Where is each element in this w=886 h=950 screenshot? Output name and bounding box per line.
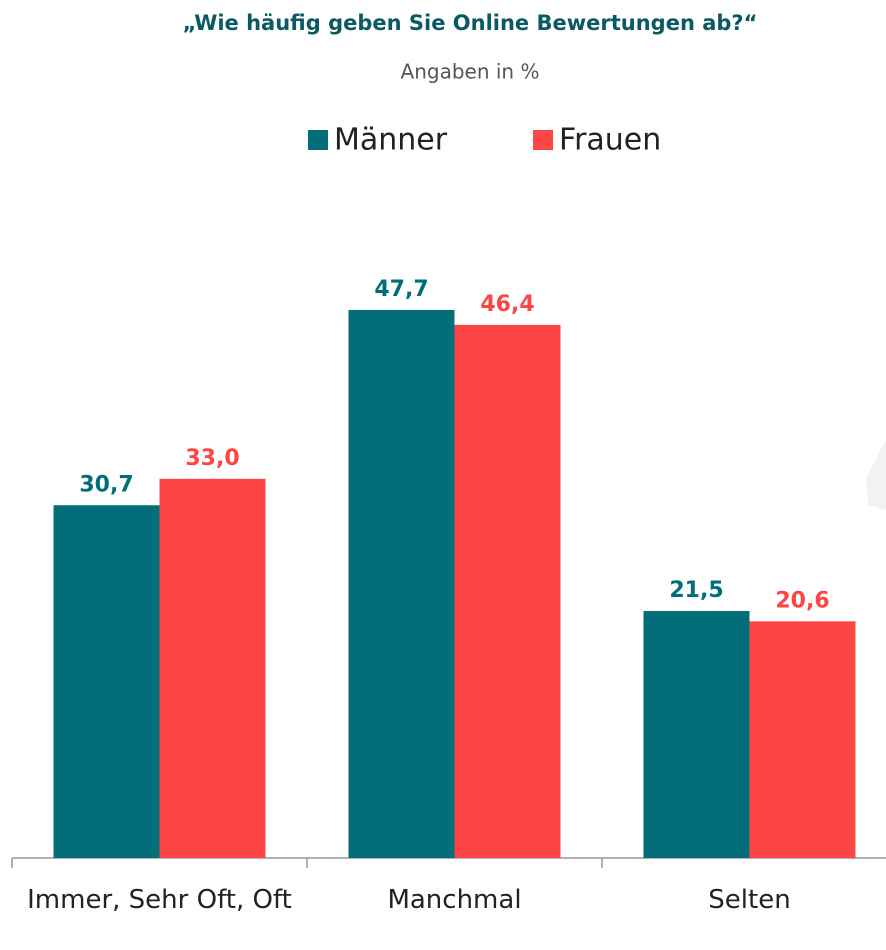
- legend-swatch: [533, 130, 553, 150]
- legend-label: Frauen: [559, 123, 661, 158]
- legend-label: Männer: [334, 123, 448, 158]
- value-label: 20,6: [775, 588, 829, 613]
- legend-swatch: [308, 130, 328, 150]
- value-label: 47,7: [374, 277, 428, 302]
- x-tick-label: Manchmal: [387, 885, 522, 915]
- x-tick-label: Immer, Sehr Oft, Oft: [27, 885, 292, 915]
- decoration: [866, 440, 886, 510]
- bar: [454, 324, 561, 858]
- bar: [159, 478, 266, 858]
- chart-title: „Wie häufig geben Sie Online Bewertungen…: [183, 11, 758, 35]
- bar: [53, 505, 160, 858]
- chart-subtitle: Angaben in %: [401, 60, 540, 84]
- x-tick-label: Selten: [708, 885, 791, 915]
- bar: [749, 621, 856, 858]
- bar: [348, 309, 455, 858]
- value-label: 30,7: [79, 472, 133, 497]
- value-label: 46,4: [480, 292, 534, 317]
- bar: [643, 610, 750, 858]
- value-label: 21,5: [669, 578, 723, 603]
- value-label: 33,0: [185, 446, 239, 471]
